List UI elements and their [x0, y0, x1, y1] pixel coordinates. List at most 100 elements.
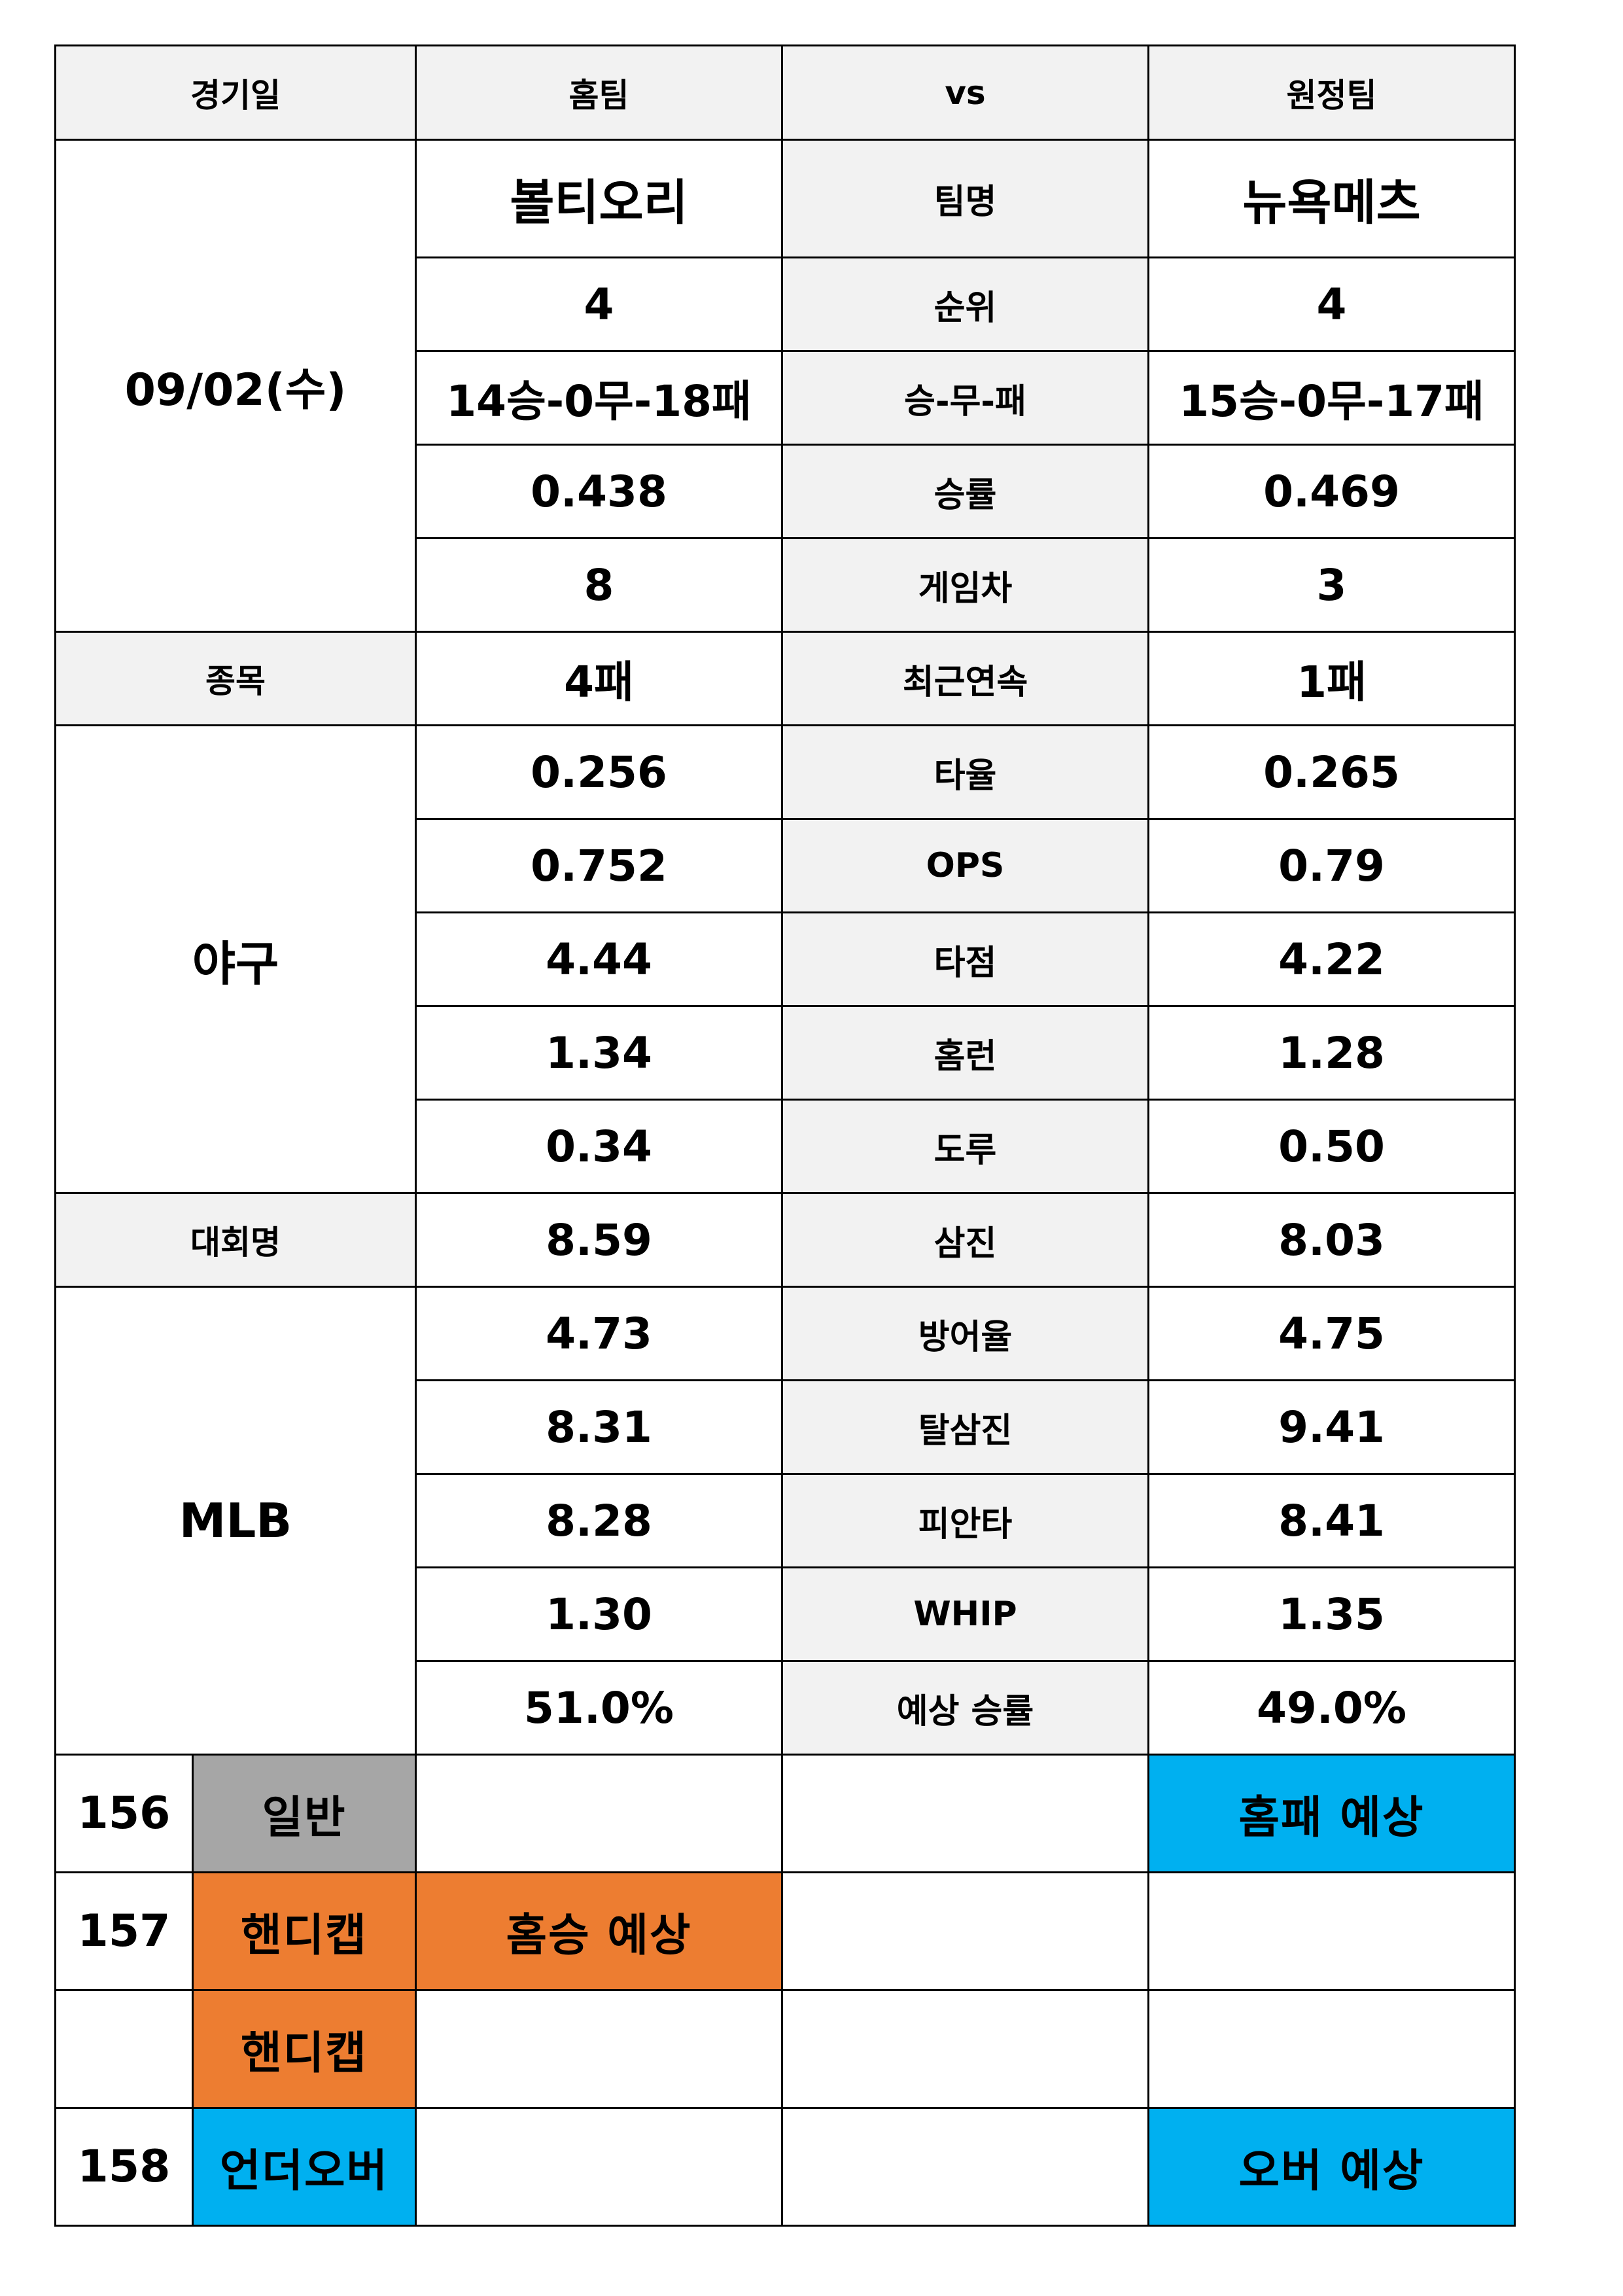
home-stat-value: 0.256: [415, 724, 783, 820]
home-stat-value: 0.34: [415, 1099, 783, 1194]
away-stat-value: 0.50: [1147, 1099, 1516, 1194]
stat-row: 1.34 홈런 1.28: [56, 1005, 1516, 1101]
game-number: 157: [54, 1871, 194, 1991]
away-stat-value: 4.22: [1147, 911, 1516, 1007]
away-stat-value: 0.265: [1147, 724, 1516, 820]
home-prediction: 홈승 예상: [415, 1871, 783, 1991]
bet-type-badge: 일반: [192, 1754, 417, 1873]
stat-label: 순위: [781, 256, 1149, 352]
home-stat-value: 8.59: [415, 1192, 783, 1288]
sport-value: 야구: [54, 724, 417, 1194]
league-label: 대회명: [54, 1192, 417, 1288]
stat-label: 도루: [781, 1099, 1149, 1194]
stat-row: 8.28 피안타 8.41: [56, 1473, 1516, 1568]
stat-row: 종목 4패 최근연속 1패: [54, 631, 1516, 726]
home-stat-value: 4.73: [415, 1286, 783, 1381]
home-stat-value: 8.31: [415, 1379, 783, 1475]
home-stat-value: 1.34: [415, 1005, 783, 1101]
stat-label: WHIP: [781, 1566, 1149, 1662]
sport-label: 종목: [54, 631, 417, 726]
bet-type-badge: 핸디캡: [192, 1871, 417, 1991]
prediction-row: 157 핸디캡 홈승 예상: [54, 1871, 1516, 1991]
stat-row: 0.34 도루 0.50: [56, 1099, 1516, 1194]
home-stat-value: 4패: [415, 631, 783, 726]
away-prediction: 홈패 예상: [1147, 1754, 1516, 1873]
away-stat-value: 0.79: [1147, 818, 1516, 913]
prediction-row: 156 일반 홈패 예상: [54, 1754, 1516, 1873]
match-analysis-table: 경기일 홈팀 vs 원정팀 09/02(수) 볼티오리 팀명 뉴욕메츠 4 순위…: [54, 44, 1516, 2227]
vs-header: vs: [781, 44, 1149, 141]
stat-label: 삼진: [781, 1192, 1149, 1288]
stat-label: 예상 승률: [781, 1660, 1149, 1756]
away-stat-value: 1패: [1147, 631, 1516, 726]
stat-row: 4 순위 4: [56, 256, 1516, 352]
stat-row: 대회명 8.59 삼진 8.03: [54, 1192, 1516, 1288]
stat-label: 홈런: [781, 1005, 1149, 1101]
away-prediction: 오버 예상: [1147, 2107, 1516, 2227]
away-stat-value: 9.41: [1147, 1379, 1516, 1475]
league-value: MLB: [54, 1286, 417, 1756]
game-number: [54, 1989, 194, 2109]
stat-row: 8.31 탈삼진 9.41: [56, 1379, 1516, 1475]
home-team-header: 홈팀: [415, 44, 783, 141]
away-stat-value: 49.0%: [1147, 1660, 1516, 1756]
stat-label: 승률: [781, 444, 1149, 539]
away-stat-value: 8.03: [1147, 1192, 1516, 1288]
stat-row: 1.30 WHIP 1.35: [56, 1566, 1516, 1662]
stat-row: 51.0% 예상 승률 49.0%: [56, 1660, 1516, 1756]
stat-row: 야구 0.256 타율 0.265: [54, 724, 1516, 1194]
away-team-name: 뉴욕메츠: [1147, 139, 1516, 258]
stat-row: 8 게임차 3: [56, 537, 1516, 633]
home-stat-value: 14승-0무-18패: [415, 350, 783, 446]
home-stat-value: 8: [415, 537, 783, 633]
match-date: 09/02(수): [54, 139, 417, 633]
away-team-header: 원정팀: [1147, 44, 1516, 141]
stat-label: 타율: [781, 724, 1149, 820]
away-stat-value: 3: [1147, 537, 1516, 633]
stat-row: 4.44 타점 4.22: [56, 911, 1516, 1007]
stat-label: 피안타: [781, 1473, 1149, 1568]
stat-label: 최근연속: [781, 631, 1149, 726]
stat-label: OPS: [781, 818, 1149, 913]
stat-label: 방어율: [781, 1286, 1149, 1381]
bet-type-badge: 언더오버: [192, 2107, 417, 2227]
home-stat-value: 0.752: [415, 818, 783, 913]
stat-label: 타점: [781, 911, 1149, 1007]
header-row: 경기일 홈팀 vs 원정팀: [54, 44, 1516, 141]
middle-prediction: [781, 2107, 1149, 2227]
middle-prediction: [781, 1871, 1149, 1991]
away-prediction: [1147, 1989, 1516, 2109]
game-number: 158: [54, 2107, 194, 2227]
home-stat-value: 0.438: [415, 444, 783, 539]
away-stat-value: 4: [1147, 256, 1516, 352]
away-prediction: [1147, 1871, 1516, 1991]
middle-prediction: [781, 1989, 1149, 2109]
away-stat-value: 1.28: [1147, 1005, 1516, 1101]
stat-row: 0.752 OPS 0.79: [56, 818, 1516, 913]
home-stat-value: 4: [415, 256, 783, 352]
stat-label: 게임차: [781, 537, 1149, 633]
home-team-name: 볼티오리: [415, 139, 783, 258]
home-prediction: [415, 2107, 783, 2227]
home-stat-value: 4.44: [415, 911, 783, 1007]
team-name-label: 팀명: [781, 139, 1149, 258]
stat-label: 탈삼진: [781, 1379, 1149, 1475]
home-prediction: [415, 1754, 783, 1873]
prediction-row: 핸디캡: [54, 1989, 1516, 2109]
home-stat-value: 1.30: [415, 1566, 783, 1662]
home-stat-value: 8.28: [415, 1473, 783, 1568]
home-stat-value: 51.0%: [415, 1660, 783, 1756]
date-header: 경기일: [54, 44, 417, 141]
game-number: 156: [54, 1754, 194, 1873]
away-stat-value: 15승-0무-17패: [1147, 350, 1516, 446]
team-name-row: 09/02(수) 볼티오리 팀명 뉴욕메츠: [54, 139, 1516, 633]
stat-label: 승-무-패: [781, 350, 1149, 446]
away-stat-value: 1.35: [1147, 1566, 1516, 1662]
stat-row: MLB 4.73 방어율 4.75: [54, 1286, 1516, 1756]
middle-prediction: [781, 1754, 1149, 1873]
away-stat-value: 0.469: [1147, 444, 1516, 539]
away-stat-value: 4.75: [1147, 1286, 1516, 1381]
home-prediction: [415, 1989, 783, 2109]
prediction-row: 158 언더오버 오버 예상: [54, 2107, 1516, 2227]
away-stat-value: 8.41: [1147, 1473, 1516, 1568]
